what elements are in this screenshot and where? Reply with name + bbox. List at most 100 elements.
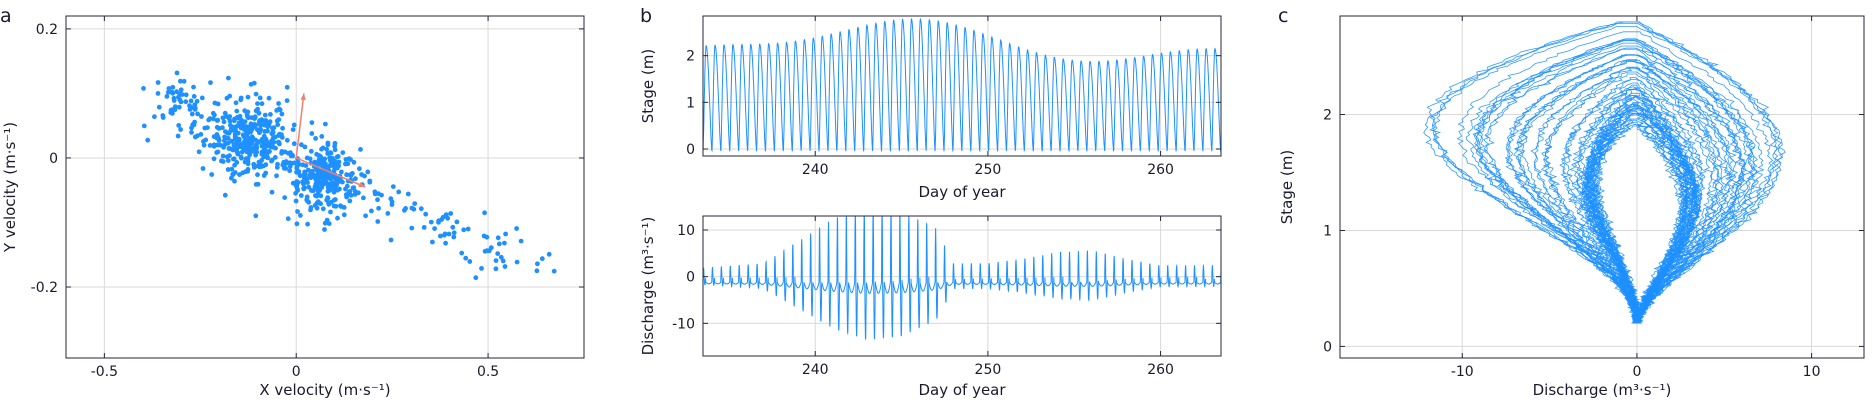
scatter-point — [300, 162, 306, 168]
scatter-point — [302, 185, 307, 191]
scatter-point — [241, 134, 247, 140]
scatter-point — [546, 251, 552, 257]
scatter-point — [306, 184, 312, 190]
scatter-point — [539, 256, 545, 262]
scatter-point — [207, 143, 213, 148]
hysteresis-loop — [1513, 60, 1741, 324]
scatter-point — [269, 158, 274, 164]
scatter-point — [298, 213, 303, 218]
scatter-point — [304, 197, 310, 203]
hysteresis-loop — [1456, 31, 1774, 324]
scatter-point — [244, 129, 250, 135]
scatter-point — [203, 137, 209, 143]
scatter-point — [255, 172, 260, 178]
scatter-point — [199, 114, 204, 119]
scatter-point — [375, 197, 380, 203]
scatter-point — [335, 215, 340, 221]
scatter-point — [304, 155, 310, 161]
scatter-point — [183, 99, 189, 105]
scatter-point — [187, 107, 193, 112]
scatter-point — [297, 173, 303, 178]
scatter-point — [227, 118, 233, 124]
scatter-point — [283, 159, 289, 164]
scatter-point — [225, 130, 231, 136]
scatter-point — [369, 208, 374, 214]
scatter-point — [192, 119, 198, 125]
scatter-point — [358, 147, 363, 152]
scatter-point — [248, 81, 254, 87]
scatter-point — [225, 135, 231, 141]
scatter-point — [269, 189, 275, 195]
scatter-point — [332, 147, 338, 153]
scatter-point — [451, 230, 457, 236]
scatter-point — [224, 114, 229, 119]
scatter-point — [279, 111, 285, 117]
scatter-point — [341, 212, 347, 218]
scatter-point — [263, 148, 268, 153]
scatter-point — [310, 188, 316, 194]
scatter-point — [302, 144, 308, 150]
scatter-point — [220, 143, 226, 149]
scatter-point — [463, 255, 469, 261]
scatter-point — [230, 147, 236, 153]
scatter-point — [284, 84, 290, 90]
scatter-point — [307, 172, 313, 178]
scatter-point — [179, 92, 185, 97]
scatter-point — [262, 112, 268, 118]
scatter-point — [351, 185, 357, 191]
scatter-point — [245, 168, 251, 174]
scatter-point — [176, 123, 182, 128]
scatter-point — [260, 143, 266, 148]
scatter-point — [375, 219, 381, 224]
scatter-point — [249, 115, 254, 120]
scatter-point — [322, 220, 328, 226]
scatter-point — [323, 175, 329, 181]
scatter-point — [308, 148, 314, 154]
panel-c: c -10 0 10 0 1 2 Discharge (m³·s⁻¹) Stage (m) — [1278, 5, 1865, 399]
scatter-point — [259, 151, 265, 157]
scatter-point — [172, 107, 178, 113]
scatter-point — [239, 117, 244, 123]
scatter-point — [385, 211, 391, 216]
scatter-point — [176, 94, 181, 100]
scatter-point — [288, 150, 293, 156]
scatter-point — [412, 201, 418, 207]
scatter-point — [258, 126, 263, 132]
velocity-arrowhead — [300, 93, 306, 101]
scatter-point — [451, 234, 457, 240]
scatter-point — [388, 237, 394, 243]
scatter-point — [450, 224, 456, 230]
scatter-point — [305, 167, 311, 173]
scatter-point — [284, 98, 290, 103]
scatter-point — [312, 202, 318, 208]
scatter-point — [277, 131, 282, 137]
scatter-point — [287, 161, 293, 166]
scatter-point — [320, 145, 326, 151]
scatter-point — [295, 209, 300, 214]
scatter-point — [253, 152, 258, 158]
scatter-point — [238, 125, 244, 131]
panel-a: a -0.5 0 0.5 -0.2 0 0.2 X velocity (m·s⁻¹) Y … — [0, 5, 585, 399]
scatter-point — [330, 183, 336, 189]
scatter-point — [282, 195, 288, 201]
scatter-point — [319, 163, 325, 168]
scatter-point — [293, 190, 298, 196]
hysteresis-loop — [1514, 59, 1733, 324]
hysteresis-loop — [1477, 39, 1757, 324]
c-xtick-label: -10 — [1451, 364, 1474, 380]
scatter-point — [242, 147, 247, 153]
scatter-point — [309, 168, 315, 174]
scatter-point — [239, 155, 244, 161]
scatter-point — [169, 89, 175, 95]
discharge-line — [702, 215, 1222, 340]
scatter-point — [514, 226, 519, 231]
scatter-point — [222, 134, 228, 140]
scatter-point — [274, 173, 279, 179]
scatter-point — [448, 211, 454, 216]
scatter-point — [343, 186, 348, 192]
b2-xtick-label: 250 — [975, 362, 1002, 378]
scatter-point — [284, 137, 290, 143]
scatter-point — [482, 210, 487, 216]
scatter-point — [276, 106, 282, 112]
panel-c-ylabel: Stage (m) — [1278, 150, 1296, 224]
